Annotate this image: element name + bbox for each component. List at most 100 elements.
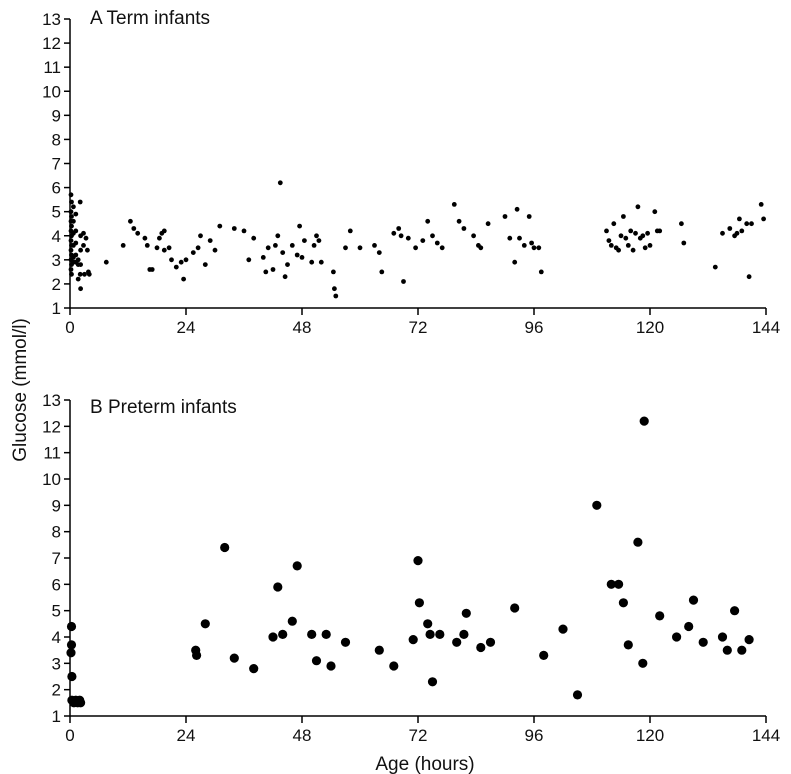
data-point-term <box>372 243 377 248</box>
y-tick-label: 7 <box>52 155 61 174</box>
data-point-term <box>376 250 382 256</box>
data-point-preterm <box>427 677 438 687</box>
data-point-term <box>761 216 766 222</box>
y-tick-label: 6 <box>52 179 61 198</box>
data-point-preterm <box>639 416 649 426</box>
data-point-term <box>630 247 636 253</box>
data-point-term <box>78 286 83 292</box>
data-point-preterm <box>618 598 629 608</box>
data-point-term <box>645 230 650 236</box>
data-point-term <box>142 235 148 241</box>
data-point-term <box>456 218 462 224</box>
data-point-term <box>154 245 160 251</box>
y-tick-label: 9 <box>52 496 61 515</box>
data-point-term <box>280 250 286 256</box>
x-tick-label: 48 <box>293 318 312 337</box>
data-point-term <box>529 240 534 246</box>
data-point-preterm <box>423 619 433 629</box>
data-point-term <box>71 218 76 224</box>
data-point-term <box>299 255 305 260</box>
data-point-preterm <box>292 561 302 571</box>
data-point-term <box>357 245 363 251</box>
data-point-term <box>604 228 609 234</box>
data-point-term <box>294 252 300 258</box>
data-point-term <box>746 274 752 280</box>
data-point-preterm <box>66 621 77 632</box>
data-point-term <box>514 206 520 212</box>
data-point-term <box>73 240 79 246</box>
x-tick-label: 72 <box>409 726 428 745</box>
data-point-preterm <box>684 621 694 632</box>
data-point-term <box>647 243 653 248</box>
data-point-term <box>314 233 319 239</box>
data-point-term <box>398 233 404 239</box>
data-point-term <box>507 235 513 241</box>
y-tick-label: 5 <box>52 602 61 621</box>
data-point-term <box>478 245 484 251</box>
data-point-preterm <box>340 637 351 647</box>
y-tick-label: 12 <box>42 417 61 436</box>
data-point-preterm <box>558 624 568 634</box>
data-point-preterm <box>435 629 445 640</box>
panel-title-term-infants: A Term infants <box>90 8 210 29</box>
data-point-preterm <box>730 606 740 616</box>
data-point-term <box>166 245 172 251</box>
data-point-term <box>640 233 646 239</box>
y-tick-label: 3 <box>52 654 61 673</box>
data-point-preterm <box>606 579 616 589</box>
x-tick-label: 120 <box>636 318 664 337</box>
data-point-term <box>712 264 718 270</box>
data-point-term <box>485 221 491 227</box>
data-point-preterm <box>614 579 624 589</box>
y-tick-label: 10 <box>42 82 61 101</box>
data-point-term <box>169 257 174 263</box>
data-point-term <box>434 240 440 246</box>
data-point-term <box>68 267 74 272</box>
data-point-term <box>212 247 218 253</box>
data-point-term <box>302 238 307 244</box>
data-point-term <box>127 218 133 224</box>
data-point-term <box>149 267 155 272</box>
data-point-term <box>318 259 324 265</box>
data-point-term <box>85 247 90 253</box>
data-point-term <box>75 276 81 282</box>
data-point-term <box>270 267 276 272</box>
data-point-term <box>69 199 74 205</box>
data-point-term <box>413 245 418 251</box>
data-point-term <box>81 230 86 236</box>
x-axis-title: Age (hours) <box>375 754 474 774</box>
data-point-term <box>538 269 544 275</box>
data-point-preterm <box>539 650 549 661</box>
data-point-preterm <box>722 645 732 655</box>
data-point-term <box>309 259 315 265</box>
data-point-term <box>331 269 336 275</box>
data-point-term <box>77 271 83 277</box>
data-point-term <box>144 243 150 248</box>
data-point-term <box>178 259 184 265</box>
data-point-term <box>82 271 87 277</box>
data-point-term <box>198 233 203 239</box>
data-point-term <box>347 228 353 234</box>
data-point-term <box>78 247 83 253</box>
data-point-preterm <box>688 595 699 605</box>
data-point-preterm <box>672 632 682 642</box>
data-point-preterm <box>76 698 86 708</box>
data-point-term <box>86 271 92 277</box>
y-tick-label: 1 <box>52 707 61 726</box>
data-point-term <box>207 238 213 244</box>
data-point-term <box>727 226 733 231</box>
data-point-preterm <box>476 642 486 653</box>
data-point-preterm <box>452 637 462 647</box>
data-point-preterm <box>698 637 708 647</box>
data-point-term <box>720 230 725 236</box>
data-point-term <box>73 252 79 258</box>
data-point-preterm <box>737 645 747 655</box>
data-point-term <box>316 238 322 244</box>
data-point-term <box>396 226 402 231</box>
data-point-term <box>78 262 83 267</box>
data-point-preterm <box>638 658 648 668</box>
x-tick-label: 72 <box>409 318 428 337</box>
data-point-preterm <box>249 664 259 674</box>
data-point-term <box>183 257 189 263</box>
